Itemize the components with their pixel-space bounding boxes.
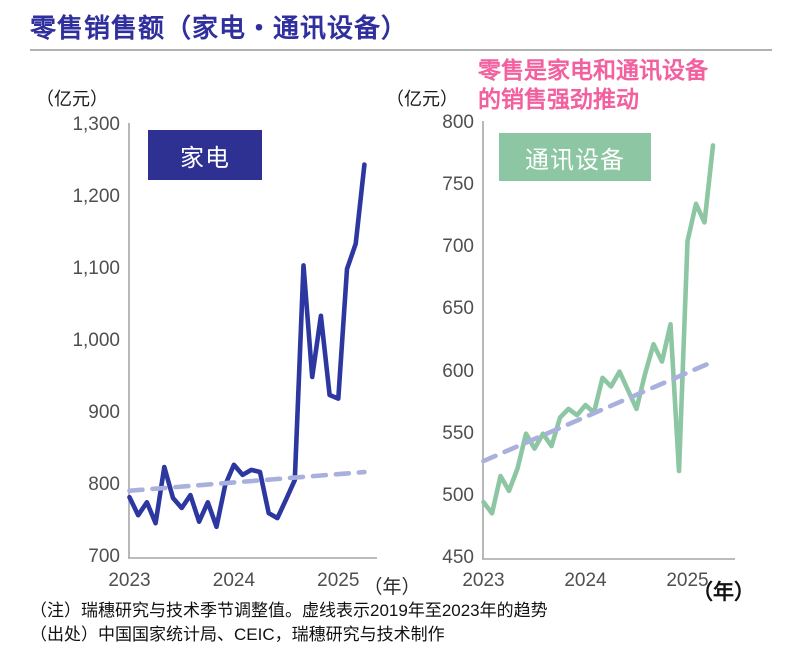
comms-y-tick-label: 550 — [442, 422, 474, 444]
comms-data-line — [481, 143, 716, 516]
appliances-y-tick-label: 1,300 — [72, 114, 120, 135]
pink-annotation-line1: 零售是家电和通讯设备 — [478, 57, 708, 83]
comms-trend-line — [481, 359, 716, 464]
comms-y-tick-label: 700 — [442, 236, 474, 258]
comms-y-tick-label: 800 — [442, 112, 474, 133]
footnote-source-note: （注）瑞穗研究与技术季节调整值。虚线表示2019年至2023年的趋势 — [30, 601, 548, 620]
comms-y-tick-label: 500 — [442, 484, 474, 506]
comms-legend-box: 通讯设备 — [499, 133, 651, 181]
comms-x-axis-unit: （年） — [692, 581, 755, 604]
comms-y-tick-label: 450 — [442, 547, 474, 568]
comms-x-tick-label: 2025 — [666, 570, 709, 591]
appliances-x-tick-label: 2024 — [212, 570, 256, 591]
title-underline — [30, 49, 772, 51]
appliances-chart — [127, 123, 377, 559]
appliances-x-tick-label: 2023 — [108, 570, 151, 591]
appliances-x-tick-label: 2025 — [317, 570, 360, 591]
pink-annotation: 零售是家电和通讯设备 的销售强劲推动 — [478, 56, 778, 114]
appliances-y-tick-label: 800 — [88, 474, 120, 495]
y-unit-label-appliances: （亿元） — [36, 89, 108, 109]
comms-y-tick-label: 650 — [442, 298, 474, 320]
y-unit-label-comms: （亿元） — [386, 89, 458, 109]
comms-x-tick-label: 2024 — [564, 570, 607, 591]
footnote-source-credit: （出处）中国国家统计局、CEIC，瑞穗研究与技术制作 — [30, 625, 445, 644]
comms-y-tick-label: 600 — [442, 360, 474, 382]
appliances-y-tick-label: 1,000 — [72, 330, 120, 351]
comms-y-tick-label: 750 — [442, 174, 474, 196]
appliances-y-tick-label: 1,100 — [72, 258, 120, 279]
appliances-y-tick-label: 900 — [88, 402, 120, 423]
appliances-y-tick-label: 1,200 — [72, 186, 120, 207]
comms-chart — [481, 121, 735, 560]
appliances-data-line — [127, 162, 367, 530]
appliances-y-tick-label: 700 — [88, 546, 120, 567]
comms-legend-label: 通讯设备 — [525, 146, 625, 174]
appliances-legend-box: 家电 — [148, 130, 262, 180]
page-title: 零售销售额（家电・通讯设备） — [30, 13, 409, 43]
appliances-trend-line — [127, 469, 367, 494]
appliances-legend-label: 家电 — [180, 144, 230, 172]
appliances-x-axis-unit: （年） — [363, 577, 421, 598]
comms-x-tick-label: 2023 — [462, 570, 505, 591]
pink-annotation-line2: 的销售强劲推动 — [478, 86, 639, 112]
